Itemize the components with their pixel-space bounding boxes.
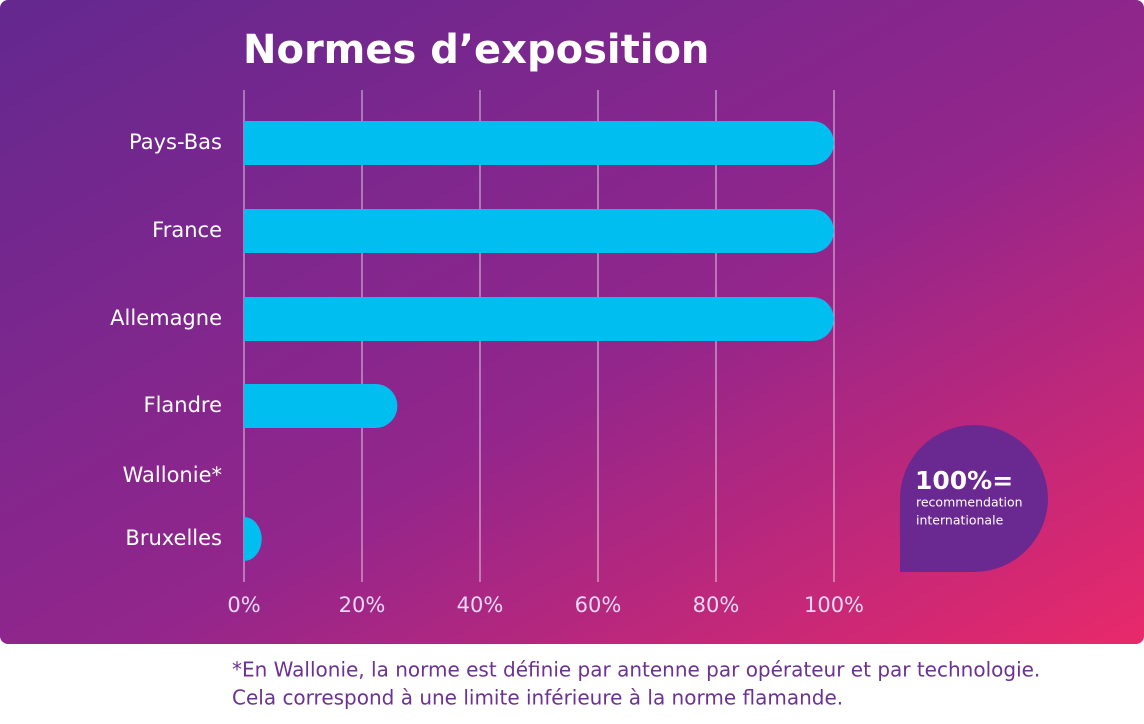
footnote: Cela correspond à une limite inférieure … (232, 686, 843, 710)
x-tick-label: 100% (804, 593, 864, 617)
x-tick-label: 80% (693, 593, 740, 617)
x-tick-label: 20% (339, 593, 386, 617)
bar (244, 384, 398, 428)
bar (244, 209, 834, 253)
footnote: *En Wallonie, la norme est définie par a… (232, 658, 1040, 682)
bar (244, 297, 834, 341)
x-tick-label: 60% (575, 593, 622, 617)
bar (244, 517, 262, 561)
y-tick-label: Pays-Bas (129, 130, 222, 154)
y-tick-label: France (152, 218, 222, 242)
chart-title: Normes d’exposition (243, 27, 709, 73)
badge (900, 425, 1048, 572)
y-tick-label: Allemagne (110, 306, 222, 330)
y-tick-label: Bruxelles (125, 526, 222, 550)
y-tick-label: Flandre (143, 393, 222, 417)
badge-text: internationale (916, 513, 1004, 528)
y-tick-label: Wallonie* (123, 463, 222, 487)
x-tick-label: 40% (457, 593, 504, 617)
bar (244, 121, 834, 165)
badge-title: 100%= (915, 466, 1013, 495)
x-tick-label: 0% (227, 593, 260, 617)
badge-text: recommendation (916, 495, 1023, 510)
